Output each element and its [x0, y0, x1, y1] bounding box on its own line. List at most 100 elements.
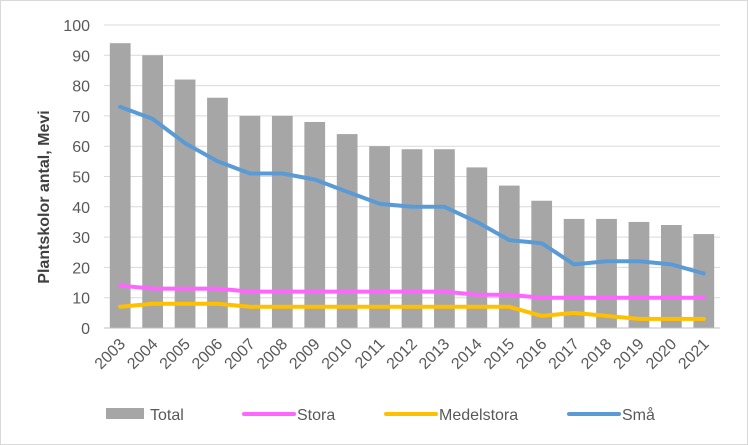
point-sm- — [669, 262, 673, 266]
legend: Total Stora Medelstora Små — [106, 406, 655, 424]
point-medelstora — [475, 305, 479, 309]
bar-2011 — [369, 146, 390, 328]
point-sm- — [605, 259, 609, 263]
y-tick-label: 70 — [72, 109, 90, 126]
x-tick-label: 2007 — [222, 336, 259, 373]
y-tick-label: 90 — [72, 48, 90, 65]
y-tick-label: 10 — [72, 291, 90, 308]
y-tick-label: 80 — [72, 79, 90, 96]
point-sm- — [345, 190, 349, 194]
legend-swatch-total — [106, 408, 144, 419]
point-stora — [410, 290, 414, 294]
point-medelstora — [702, 317, 706, 321]
point-medelstora — [313, 305, 317, 309]
x-tick-label: 2008 — [254, 336, 291, 373]
x-tick-label: 2009 — [286, 336, 323, 373]
y-tick-label: 100 — [63, 18, 90, 35]
x-tick-label: 2004 — [124, 336, 161, 373]
y-tick-label: 30 — [72, 230, 90, 247]
point-stora — [313, 290, 317, 294]
x-tick-label: 2020 — [643, 336, 680, 373]
point-sm- — [702, 271, 706, 275]
point-medelstora — [215, 302, 219, 306]
point-medelstora — [540, 314, 544, 318]
point-medelstora — [378, 305, 382, 309]
legend-label: Medelstora — [439, 407, 518, 424]
x-tick-label: 2010 — [319, 336, 356, 373]
x-tick-label: 2019 — [611, 336, 648, 373]
bar-2006 — [207, 97, 228, 328]
point-stora — [507, 293, 511, 297]
point-medelstora — [345, 305, 349, 309]
point-sm- — [118, 105, 122, 109]
point-sm- — [410, 205, 414, 209]
x-tick-label: 2011 — [352, 336, 388, 372]
x-tick-label: 2016 — [513, 336, 550, 373]
point-sm- — [248, 171, 252, 175]
point-stora — [280, 290, 284, 294]
point-stora — [118, 284, 122, 288]
point-stora — [442, 290, 446, 294]
x-tick-label: 2006 — [189, 336, 226, 373]
y-tick-label: 0 — [81, 321, 90, 338]
point-medelstora — [151, 302, 155, 306]
bar-2010 — [336, 134, 358, 328]
x-tick-label: 2014 — [448, 336, 485, 373]
y-tick-label: 40 — [72, 200, 90, 217]
point-medelstora — [572, 311, 576, 315]
point-medelstora — [183, 302, 187, 306]
legend-label: Total — [150, 407, 184, 424]
point-sm- — [313, 178, 317, 182]
bar-2014 — [466, 167, 488, 328]
point-stora — [248, 290, 252, 294]
point-sm- — [151, 117, 155, 121]
bar-2017 — [563, 218, 585, 328]
point-medelstora — [248, 305, 252, 309]
bar-2020 — [660, 224, 682, 328]
point-stora — [151, 287, 155, 291]
bar-2008 — [271, 115, 293, 329]
x-tick-label: 2018 — [578, 336, 615, 373]
lines — [118, 104, 706, 321]
point-sm- — [507, 238, 511, 242]
point-stora — [215, 287, 219, 291]
x-tick-label: 2017 — [546, 336, 583, 373]
point-stora — [475, 293, 479, 297]
point-sm- — [475, 220, 479, 224]
legend-label: Stora — [297, 407, 335, 424]
point-stora — [345, 290, 349, 294]
bar-2007 — [239, 115, 261, 329]
bar-2016 — [531, 200, 553, 328]
point-stora — [183, 287, 187, 291]
bar-2019 — [628, 221, 650, 328]
x-tick-label: 2005 — [157, 336, 194, 373]
point-medelstora — [507, 305, 511, 309]
y-tick-label: 60 — [72, 139, 90, 156]
bar-2003 — [109, 43, 131, 329]
bar-2012 — [401, 149, 423, 328]
point-medelstora — [410, 305, 414, 309]
legend-label: Små — [622, 406, 655, 424]
point-sm- — [637, 259, 641, 263]
point-stora — [669, 296, 673, 300]
bar-2013 — [434, 149, 455, 328]
point-sm- — [280, 171, 284, 175]
x-tick-label: 2021 — [675, 336, 712, 373]
y-tick-label: 50 — [72, 170, 90, 187]
point-medelstora — [118, 305, 122, 309]
bar-2021 — [693, 234, 715, 328]
point-medelstora — [637, 317, 641, 321]
point-sm- — [540, 241, 544, 245]
x-tick-label: 2012 — [384, 336, 421, 373]
point-sm- — [442, 205, 446, 209]
bar-2015 — [498, 185, 520, 328]
x-tick-label: 2015 — [481, 336, 518, 373]
bar-2018 — [596, 218, 617, 328]
bar-2005 — [174, 79, 196, 328]
y-tick-label: 20 — [72, 260, 90, 277]
point-stora — [605, 296, 609, 300]
point-medelstora — [442, 305, 446, 309]
point-stora — [637, 296, 641, 300]
point-sm- — [183, 141, 187, 145]
